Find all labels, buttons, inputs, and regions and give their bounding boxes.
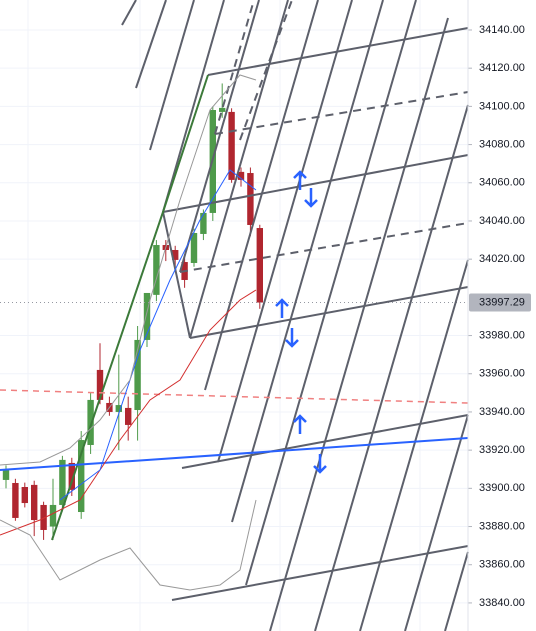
candle-body	[172, 249, 179, 260]
fan-line	[269, 17, 449, 631]
trend-line	[0, 437, 469, 471]
y-tick-label: 34100.00	[479, 100, 525, 112]
pitchfork-handle	[162, 211, 191, 339]
price-axis: 33840.00 33860.00 33880.00 33900.00 33920.00…	[467, 0, 531, 631]
y-tick-label: 33840.00	[479, 597, 525, 609]
candle-body	[115, 405, 122, 412]
channel-line	[214, 91, 469, 135]
y-tick-label: 33940.00	[479, 406, 525, 418]
arrow-up	[293, 170, 307, 190]
candle-body	[78, 440, 85, 513]
candle-body	[134, 339, 141, 411]
candle-body	[12, 482, 19, 518]
arrow-up	[275, 298, 289, 318]
last-price-label: 33997.29	[479, 296, 525, 308]
y-tick-label: 34140.00	[479, 24, 525, 36]
moving-average	[59, 169, 257, 501]
y-tick-label: 33900.00	[479, 482, 525, 494]
candle-body	[21, 487, 28, 504]
candle-body	[96, 369, 104, 400]
fan-line	[179, 0, 260, 273]
candle-body	[237, 171, 245, 180]
y-tick-label: 33920.00	[479, 444, 525, 456]
channel-line	[162, 154, 469, 213]
fan-line	[359, 259, 469, 631]
candle-body	[247, 173, 254, 225]
fan-line	[189, 0, 289, 339]
last-price-box	[469, 293, 531, 312]
candle-body	[87, 399, 94, 445]
fan-line	[404, 414, 469, 631]
y-tick-label: 33980.00	[479, 329, 525, 341]
band-line	[0, 74, 257, 466]
arrow-up	[293, 414, 307, 434]
fan-line	[204, 0, 319, 391]
fan-line	[135, 0, 167, 89]
moving-average	[0, 289, 257, 536]
channel-line	[171, 545, 469, 601]
band-line	[0, 499, 257, 591]
candle-body	[68, 462, 75, 490]
fan-line	[231, 0, 384, 523]
candle-body	[40, 504, 47, 530]
candle-body	[49, 504, 57, 527]
candle-body	[190, 232, 198, 263]
y-tick-label: 33880.00	[479, 520, 525, 532]
fan-line	[239, 0, 293, 141]
channel-line	[181, 414, 469, 469]
arrow-down	[304, 188, 318, 208]
candle-body	[228, 111, 235, 180]
y-tick-label: 34080.00	[479, 138, 525, 150]
fan-line	[121, 0, 137, 26]
candle-body	[59, 459, 66, 505]
candle-body	[2, 470, 10, 480]
arrow-down	[285, 328, 299, 348]
candle-body	[200, 212, 207, 234]
channel-line	[189, 286, 469, 339]
fan-line	[444, 551, 469, 631]
arrow-down	[313, 454, 327, 474]
fan-line	[149, 0, 195, 151]
channel-line	[179, 222, 469, 273]
fan-line	[245, 0, 417, 586]
fan-line	[217, 0, 353, 463]
y-tick-label: 33860.00	[479, 559, 525, 571]
candle-body	[219, 107, 226, 112]
fan-line	[162, 0, 225, 213]
y-tick-label: 34020.00	[479, 253, 525, 265]
drawings	[0, 0, 469, 631]
arrows	[275, 170, 327, 474]
candle-body	[31, 484, 38, 521]
candle-body	[125, 407, 132, 425]
candle-body	[256, 228, 263, 303]
channel-line	[207, 27, 469, 76]
fan-line	[214, 0, 255, 135]
candle-body	[153, 245, 160, 295]
y-tick-label: 34120.00	[479, 62, 525, 74]
y-tick-label: 34060.00	[479, 177, 525, 189]
fan-line	[314, 104, 469, 631]
candle-body	[143, 292, 151, 340]
level-line	[0, 389, 469, 404]
y-tick-label: 33960.00	[479, 368, 525, 380]
y-tick-label: 34040.00	[479, 215, 525, 227]
